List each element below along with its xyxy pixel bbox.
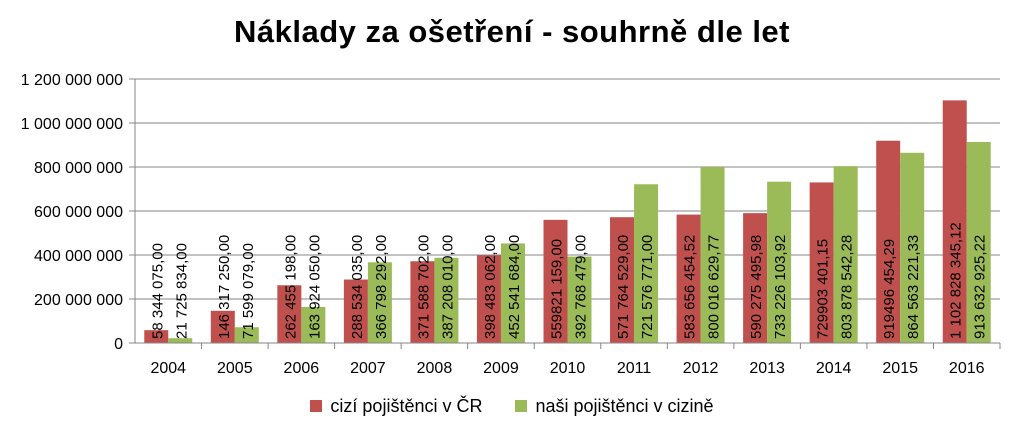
- legend-label-series-2: naši pojištěnci v cizině: [535, 396, 714, 416]
- y-axis-tick-labels: 0 200 000 000 400 000 000 600 000 000 800 00…: [21, 72, 123, 353]
- legend-item-series-2: naši pojištěnci v cizině: [515, 396, 714, 417]
- bar-series-1: [410, 261, 435, 343]
- data-label-series-1: 262 455 198,00: [282, 235, 299, 339]
- x-tick-label: 2006: [284, 360, 320, 377]
- bar-series-2: [700, 166, 725, 343]
- x-tick-label: 2016: [949, 360, 985, 377]
- y-tick-label: 200 000 000: [34, 292, 123, 309]
- y-tick-label: 0: [114, 336, 123, 353]
- data-label-series-2: 71 599 079,00: [240, 243, 257, 339]
- data-label-series-2: 913 632 925,22: [972, 235, 989, 339]
- bar-series-1: [476, 255, 501, 343]
- chart-title: Náklady za ošetření - souhrně dle let: [234, 14, 790, 49]
- y-tick-label: 800 000 000: [34, 160, 123, 177]
- x-tick-label: 2009: [483, 360, 519, 377]
- bar-series-1: [277, 285, 302, 343]
- bars: [144, 100, 991, 343]
- bar-series-2: [634, 184, 659, 343]
- bar-series-2: [301, 306, 326, 343]
- bar-series-2: [234, 327, 259, 343]
- data-label-series-1: 571 764 529,00: [615, 235, 632, 339]
- data-label-series-1: 583 656 454,52: [682, 235, 699, 339]
- x-tick-label: 2005: [217, 360, 253, 377]
- x-tick-label: 2015: [882, 360, 918, 377]
- bar-series-1: [676, 214, 701, 343]
- x-tick-label: 2014: [816, 360, 852, 377]
- data-label-series-1: 590 275 495,98: [748, 235, 765, 339]
- bar-series-1: [876, 140, 901, 343]
- data-label-series-2: 800 016 629,77: [706, 235, 723, 339]
- data-label-series-2: 452 541 684,00: [506, 235, 523, 339]
- x-tick-label: 2007: [350, 360, 386, 377]
- data-label-series-1: 146 317 250,00: [216, 235, 233, 339]
- data-label-series-1: 559821 159,00: [549, 239, 566, 339]
- bar-series-1: [343, 279, 368, 343]
- legend-swatch-series-1: [310, 400, 323, 412]
- bar-series-2: [966, 142, 991, 343]
- data-label-series-1: 58 344 075,00: [149, 243, 166, 339]
- data-label-series-2: 721 576 771,00: [639, 235, 656, 339]
- data-label-series-2: 733 226 103,92: [772, 235, 789, 339]
- bar-series-1: [610, 217, 635, 343]
- legend-label-series-1: cizí pojištěnci v ČR: [330, 396, 483, 416]
- bar-series-2: [168, 338, 193, 343]
- bar-series-2: [367, 262, 392, 343]
- legend-swatch-series-2: [515, 400, 528, 412]
- x-tick-label: 2010: [550, 360, 586, 377]
- y-tick-label: 400 000 000: [34, 248, 123, 265]
- bar-series-1: [543, 219, 568, 343]
- data-label-series-1: 398 483 062,00: [482, 235, 499, 339]
- bar-series-1: [942, 100, 967, 343]
- data-label-series-1: 1 102 828 345,12: [948, 222, 965, 339]
- data-label-series-2: 864 563 221,33: [905, 235, 922, 339]
- x-tick-label: 2004: [150, 360, 186, 377]
- data-label-series-1: 729903 401,15: [815, 239, 832, 339]
- data-label-series-2: 392 768 479,00: [573, 235, 590, 339]
- axes: [134, 79, 1001, 349]
- x-tick-label: 2008: [417, 360, 453, 377]
- data-label-series-2: 803 878 542,28: [839, 235, 856, 339]
- bar-series-2: [767, 181, 792, 343]
- bar-series-2: [434, 257, 459, 343]
- bar-series-2: [833, 166, 858, 343]
- bar-series-1: [210, 310, 235, 343]
- bar-series-1: [809, 182, 834, 343]
- legend: cizí pojištěnci v ČR naši pojištěnci v c…: [0, 396, 1024, 417]
- bar-series-2: [900, 152, 925, 343]
- x-tick-label: 2013: [749, 360, 785, 377]
- legend-item-series-1: cizí pojištěnci v ČR: [310, 396, 482, 417]
- data-labels: 58 344 075,00 21 725 834,00 146 317 250,00…: [149, 222, 988, 339]
- bar-series-1: [144, 330, 169, 343]
- y-tick-label: 1 200 000 000: [21, 72, 123, 89]
- data-label-series-2: 366 798 292,00: [373, 235, 390, 339]
- data-label-series-1: 919496 454,29: [881, 239, 898, 339]
- x-tick-label: 2012: [683, 360, 719, 377]
- bar-series-1: [743, 213, 768, 343]
- bar-series-2: [567, 256, 592, 343]
- y-tick-label: 600 000 000: [34, 204, 123, 221]
- data-label-series-1: 288 534 035,00: [349, 235, 366, 339]
- data-label-series-2: 387 208 010,00: [439, 235, 456, 339]
- x-tick-label: 2011: [617, 360, 652, 377]
- data-label-series-2: 163 924 050,00: [306, 235, 323, 339]
- y-tick-label: 1 000 000 000: [21, 116, 123, 133]
- data-label-series-1: 371 588 702,00: [415, 235, 432, 339]
- bar-series-2: [500, 243, 525, 343]
- x-axis-tick-labels: 2004 2005 2006 2007 2008 2009 2010 2011 2012 2013…: [150, 360, 984, 377]
- data-label-series-2: 21 725 834,00: [173, 243, 190, 339]
